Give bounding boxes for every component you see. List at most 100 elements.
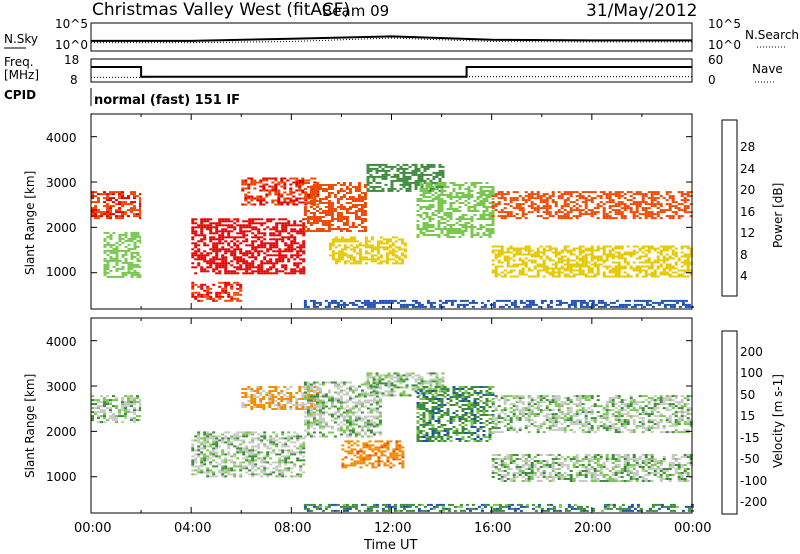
velocity-echo-cell: [372, 385, 376, 388]
power-echo-cell: [271, 185, 275, 188]
velocity-echo-cell: [333, 411, 337, 414]
power-echo-cell: [324, 190, 328, 192]
power-echo-cell: [302, 230, 306, 233]
velocity-echo-cell: [306, 391, 310, 394]
power-echo-cell: [524, 195, 528, 198]
velocity-echo-cell: [209, 443, 213, 446]
power-echo-cell: [284, 266, 288, 269]
power-echo-cell: [357, 186, 361, 188]
power-echo-cell: [302, 226, 306, 229]
power-echo-cell: [617, 275, 621, 278]
power-echo-cell: [498, 299, 502, 302]
velocity-echo-cell: [233, 453, 237, 456]
velocity-echo-cell: [203, 455, 207, 458]
velocity-echo-cell: [103, 403, 106, 406]
power-echo-cell: [566, 275, 570, 278]
power-echo-cell: [358, 248, 362, 251]
velocity-echo-cell: [221, 441, 225, 444]
power-echo-cell: [339, 218, 343, 220]
power-echo-cell: [435, 171, 439, 174]
velocity-echo-cell: [284, 463, 288, 466]
velocity-echo-cell: [321, 407, 325, 410]
velocity-echo-cell: [245, 445, 249, 448]
power-echo-cell: [420, 173, 424, 176]
power-echo-cell: [533, 251, 537, 254]
power-echo-cell: [303, 196, 307, 198]
power-echo-cell: [247, 197, 251, 200]
velocity-echo-cell: [284, 467, 288, 470]
power-echo-cell: [277, 197, 281, 200]
power-echo-cell: [290, 244, 294, 247]
power-echo-cell: [230, 272, 234, 275]
power-echo-cell: [482, 214, 486, 216]
power-echo-cell: [233, 266, 237, 269]
power-echo-cell: [127, 209, 130, 212]
power-echo-cell: [546, 303, 550, 306]
velocity-echo-cell: [289, 408, 293, 410]
power-echo-cell: [599, 201, 603, 204]
power-echo-cell: [665, 209, 669, 212]
velocity-echo-cell: [115, 419, 118, 422]
power-echo-cell: [336, 303, 340, 306]
power-echo-cell: [307, 179, 311, 182]
power-echo-cell: [321, 216, 325, 218]
power-echo-cell: [431, 200, 435, 202]
power-echo-cell: [653, 205, 657, 208]
power-echo-cell: [375, 163, 379, 166]
velocity-echo-cell: [309, 395, 313, 398]
power-echo-cell: [449, 198, 453, 200]
power-echo-cell: [372, 305, 376, 308]
power-echo-cell: [342, 206, 346, 208]
power-echo-cell: [330, 216, 334, 218]
power-echo-cell: [590, 211, 594, 214]
power-echo-cell: [115, 253, 119, 256]
velocity-echo-cell: [230, 459, 234, 462]
power-echo-cell: [668, 273, 672, 276]
power-echo-cell: [239, 224, 243, 227]
velocity-echo-cell: [209, 469, 213, 472]
power-echo-cell: [197, 285, 201, 288]
power-echo-cell: [103, 237, 107, 240]
power-echo-cell: [648, 299, 652, 302]
power-echo-cell: [244, 195, 248, 198]
power-echo-cell: [109, 243, 113, 246]
power-echo-cell: [497, 255, 501, 258]
velocity-echo-cell: [375, 417, 379, 420]
power-echo-cell: [545, 265, 549, 268]
power-echo-cell: [298, 189, 302, 192]
power-echo-cell: [440, 188, 444, 190]
velocity-echo-cell: [303, 407, 307, 410]
power-echo-cell: [328, 242, 332, 245]
power-echo-cell: [334, 262, 338, 265]
power-echo-cell: [348, 226, 352, 228]
velocity-echo-cell: [121, 421, 124, 424]
power-echo-cell: [551, 195, 555, 198]
power-echo-cell: [284, 218, 288, 221]
power-echo-cell: [650, 195, 654, 198]
power-echo-cell: [103, 245, 107, 248]
power-echo-cell: [233, 226, 237, 229]
power-echo-cell: [668, 191, 672, 194]
power-echo-cell: [212, 268, 216, 271]
velocity-echo-cell: [286, 400, 290, 402]
velocity-echo-cell: [133, 407, 136, 410]
power-echo-cell: [632, 215, 636, 218]
power-echo-cell: [524, 247, 528, 250]
velocity-echo-cell: [236, 457, 240, 460]
power-echo-cell: [103, 193, 106, 196]
power-echo-cell: [600, 305, 604, 308]
velocity-echo-cell: [363, 393, 367, 396]
power-echo-cell: [342, 190, 346, 192]
power-echo-cell: [482, 218, 486, 220]
power-echo-cell: [599, 205, 603, 208]
power-echo-cell: [284, 264, 288, 267]
velocity-echo-cell: [233, 465, 237, 468]
power-echo-cell: [521, 263, 525, 266]
power-echo-cell: [118, 239, 122, 242]
power-echo-cell: [191, 232, 195, 235]
velocity-echo-cell: [218, 445, 222, 448]
power-echo-cell: [224, 248, 228, 251]
velocity-echo-cell: [333, 391, 337, 394]
power-echo-cell: [304, 193, 308, 196]
power-echo-cell: [647, 257, 651, 260]
